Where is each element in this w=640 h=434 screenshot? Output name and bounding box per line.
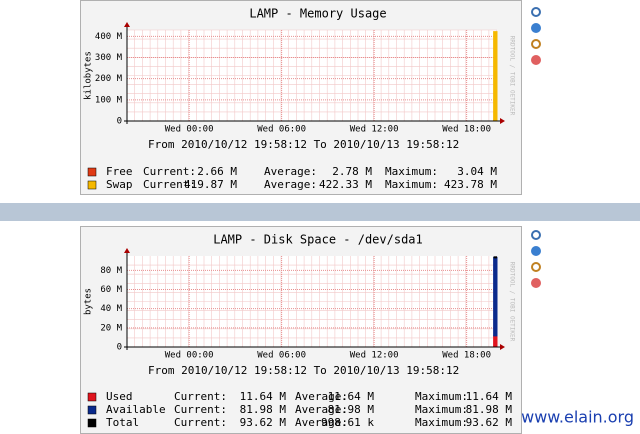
y-tick-label: 400 M [95, 32, 123, 42]
x-tick-label: Wed 00:00 [165, 125, 214, 135]
axis-arrow [500, 344, 505, 350]
graph-title: LAMP - Memory Usage [249, 7, 386, 21]
axis-arrow [500, 118, 505, 124]
stat-label: Maximum: [415, 416, 468, 429]
side-text: RRDTOOL / TOBI OETIKER [509, 36, 516, 116]
stat-value: 2.66 M [197, 165, 237, 178]
stat-value: 11.64 M [466, 390, 513, 403]
stat-label: Current: [143, 178, 196, 191]
series-area [493, 335, 498, 348]
axis-arrow [124, 248, 130, 253]
y-tick-label: 60 M [100, 285, 122, 295]
stat-label: Average: [264, 165, 317, 178]
watermark: www.elain.org [521, 408, 634, 427]
stat-label: Average: [295, 390, 348, 403]
stat-label: Average: [295, 416, 348, 429]
y-tick-label: 100 M [95, 95, 123, 105]
graph: LAMP - Memory Usage RRDTOOL / TOBI OETIKE… [80, 0, 522, 195]
y-tick-label: 200 M [95, 74, 123, 84]
graph-tools [531, 7, 541, 288]
legend-swatch [87, 405, 97, 415]
time-range: From 2010/10/12 19:58:12 To 2010/10/13 1… [148, 364, 459, 377]
x-tick-label: Wed 12:00 [350, 351, 399, 361]
y-axis-title: bytes [84, 288, 94, 315]
zoom-icon[interactable] [531, 39, 541, 49]
legend-name: Total [106, 416, 139, 429]
stat-value: 11.64 M [240, 390, 287, 403]
stat-label: Current: [174, 416, 227, 429]
stat-label: Current: [174, 403, 227, 416]
legend-name: Free [106, 165, 133, 178]
legend-swatch [87, 392, 97, 402]
y-tick-label: 0 [117, 117, 122, 127]
stat-label: Current: [143, 165, 196, 178]
graph: LAMP - Disk Space - /dev/sda1 RRDTOOL / T… [80, 226, 522, 434]
x-tick-label: Wed 18:00 [442, 125, 491, 135]
zoom-icon[interactable] [531, 7, 541, 17]
properties-icon[interactable] [531, 278, 541, 288]
stat-value: 93.62 M [466, 416, 513, 429]
csv-icon[interactable] [531, 246, 541, 256]
stat-label: Average: [295, 403, 348, 416]
zoom-icon[interactable] [531, 262, 541, 272]
y-tick-label: 80 M [100, 266, 122, 276]
legend-swatch [87, 167, 97, 177]
y-tick-label: 300 M [95, 53, 123, 63]
stat-value: 81.98 M [328, 403, 375, 416]
y-axis-title: kilobytes [84, 51, 94, 100]
axis-arrow [124, 22, 130, 27]
stat-label: Maximum: [415, 403, 468, 416]
stat-value: 81.98 M [240, 403, 287, 416]
series-area [493, 256, 498, 337]
graph-title: LAMP - Disk Space - /dev/sda1 [213, 233, 423, 247]
stat-value: 2.78 M [332, 165, 372, 178]
series-area [493, 31, 498, 121]
y-tick-label: 0 [117, 343, 122, 353]
stat-label: Maximum: [385, 165, 438, 178]
stat-value: 423.78 M [444, 178, 497, 191]
legend-swatch [87, 180, 97, 190]
x-tick-label: Wed 18:00 [442, 351, 491, 361]
stat-value: 81.98 M [466, 403, 513, 416]
y-tick-label: 20 M [100, 323, 122, 333]
properties-icon[interactable] [531, 55, 541, 65]
stat-value: 422.33 M [319, 178, 372, 191]
stat-value: 93.62 M [240, 416, 287, 429]
stat-value: 3.04 M [457, 165, 497, 178]
stat-value: 998.61 k [321, 416, 374, 429]
stat-label: Average: [264, 178, 317, 191]
zoom-icon[interactable] [531, 230, 541, 240]
x-tick-label: Wed 06:00 [257, 125, 306, 135]
legend-name: Available [106, 403, 166, 416]
time-range: From 2010/10/12 19:58:12 To 2010/10/13 1… [148, 138, 459, 151]
x-tick-label: Wed 12:00 [350, 125, 399, 135]
stat-value: 419.87 M [184, 178, 237, 191]
separator [0, 203, 640, 221]
x-tick-label: Wed 06:00 [257, 351, 306, 361]
stat-label: Maximum: [415, 390, 468, 403]
side-text: RRDTOOL / TOBI OETIKER [509, 262, 516, 342]
stat-value: 11.64 M [328, 390, 375, 403]
x-tick-label: Wed 00:00 [165, 351, 214, 361]
csv-icon[interactable] [531, 23, 541, 33]
y-tick-label: 40 M [100, 304, 122, 314]
legend-name: Used [106, 390, 133, 403]
legend-name: Swap [106, 178, 133, 191]
legend-swatch [87, 418, 97, 428]
stat-label: Current: [174, 390, 227, 403]
stat-label: Maximum: [385, 178, 438, 191]
